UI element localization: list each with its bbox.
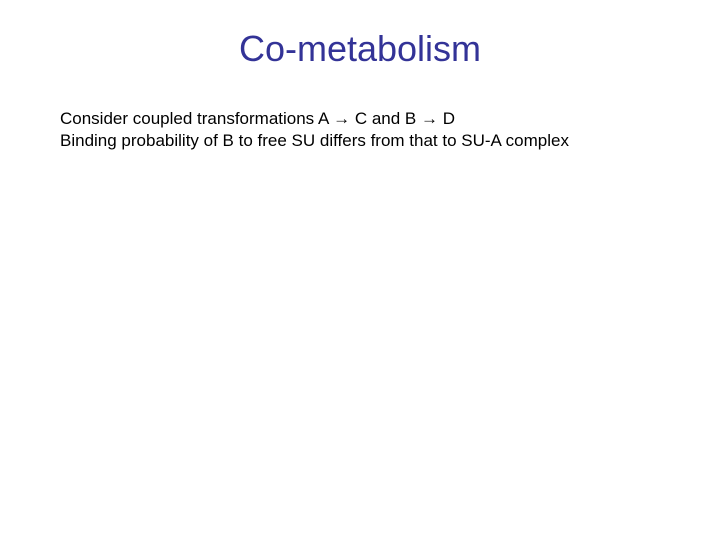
slide: Co-metabolism Consider coupled transform…: [0, 0, 720, 540]
slide-body: Consider coupled transformations A → C a…: [60, 108, 660, 152]
slide-title: Co-metabolism: [0, 28, 720, 70]
line1-part-b: C and B: [350, 109, 421, 128]
rightarrow-icon: →: [421, 109, 438, 128]
line1-part-c: D: [438, 109, 455, 128]
line1-part-a: Consider coupled transformations A: [60, 109, 333, 128]
line2: Binding probability of B to free SU diff…: [60, 131, 569, 150]
rightarrow-icon: →: [333, 109, 350, 128]
